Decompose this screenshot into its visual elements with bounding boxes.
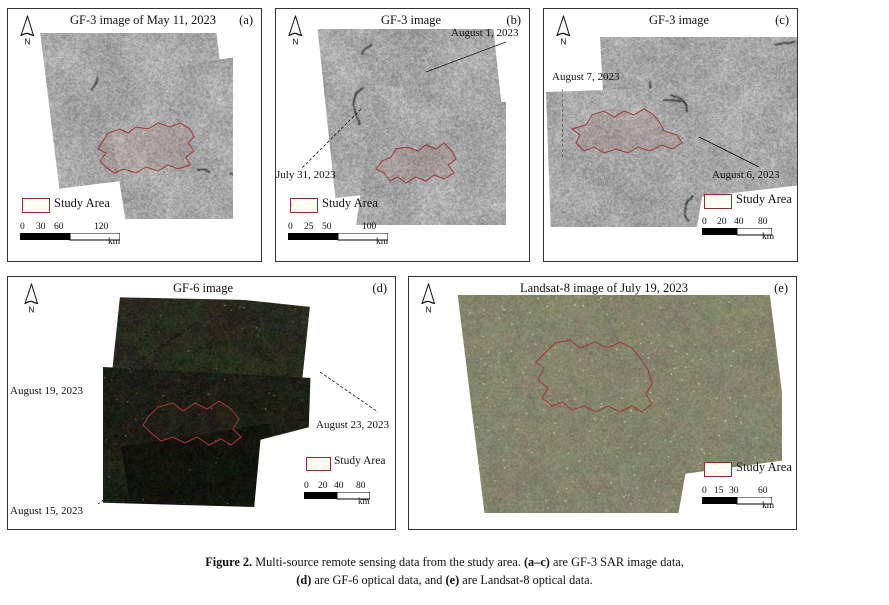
svg-text:N: N: [425, 305, 431, 314]
svg-text:N: N: [28, 305, 34, 314]
svg-text:N: N: [292, 37, 298, 46]
svg-text:N: N: [560, 37, 566, 46]
svg-text:N: N: [24, 37, 30, 46]
